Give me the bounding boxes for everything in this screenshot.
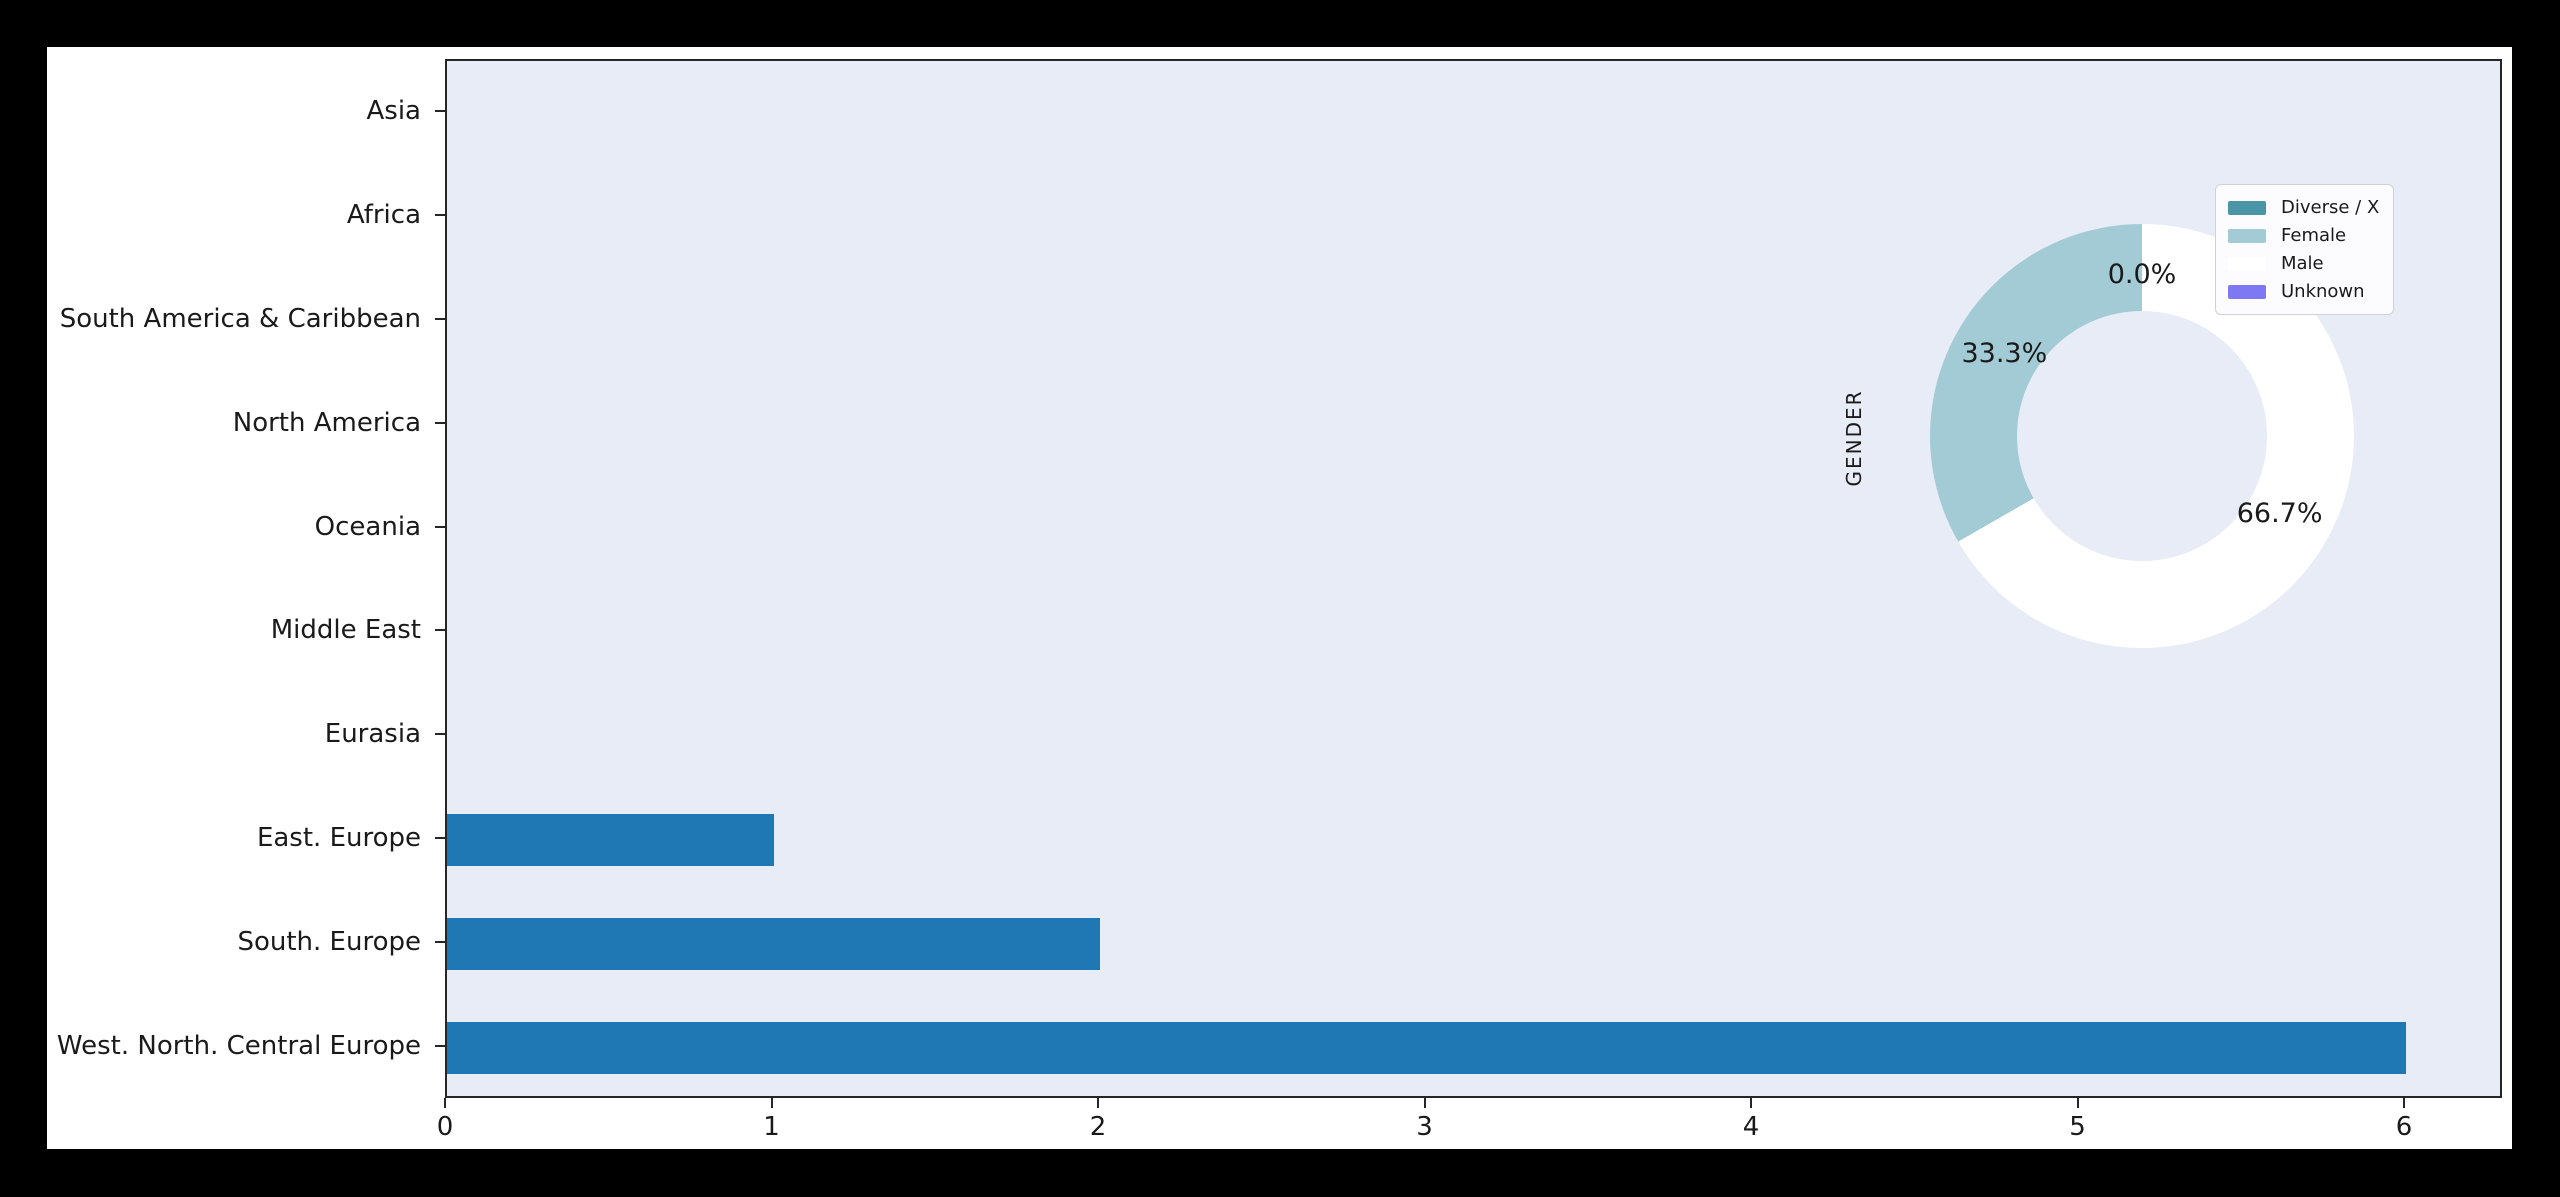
y-tick-label: Oceania — [314, 511, 421, 542]
y-tick-mark — [435, 109, 445, 112]
legend-swatch-male — [2228, 256, 2266, 271]
x-tick-mark — [2403, 1098, 2406, 1108]
legend-row: Female — [2228, 222, 2379, 249]
x-tick-label: 2 — [1089, 1112, 1107, 1142]
x-tick-mark — [444, 1098, 446, 1108]
y-tick-label: South America & Caribbean — [59, 303, 421, 334]
pie-pct-label: 66.7% — [2236, 497, 2323, 529]
x-tick-label: 0 — [436, 1112, 454, 1142]
legend-label: Female — [2281, 225, 2347, 246]
legend-row: Male — [2228, 250, 2379, 277]
donut-hole — [2017, 311, 2267, 561]
pie-legend: Diverse / X Female Male Unknown — [2215, 184, 2395, 315]
pie-pct-label: 0.0% — [2107, 259, 2177, 290]
plot-area: GENDER Diverse / X Female Male Unknown 0.0%… — [445, 59, 2502, 1098]
y-tick-label: South. Europe — [237, 927, 421, 958]
legend-label: Unknown — [2281, 281, 2365, 302]
y-tick-mark — [435, 213, 445, 216]
legend-label: Diverse / X — [2281, 197, 2380, 218]
y-tick-label: Africa — [346, 199, 421, 230]
x-tick-label: 1 — [763, 1112, 780, 1142]
y-tick-label: North America — [232, 407, 421, 438]
legend-label: Male — [2281, 253, 2324, 274]
legend-swatch-diverse-x — [2228, 200, 2266, 215]
x-tick-label: 4 — [1742, 1112, 1760, 1142]
y-tick-mark — [435, 1045, 445, 1048]
legend-row: Unknown — [2228, 278, 2379, 305]
pie-pct-label: 33.3% — [1961, 338, 2048, 370]
y-tick-label: Eurasia — [324, 719, 421, 750]
x-tick-mark — [2076, 1098, 2079, 1108]
y-tick-mark — [435, 317, 445, 320]
x-tick-label: 6 — [2395, 1112, 2413, 1142]
bar — [447, 814, 774, 867]
x-tick-mark — [770, 1098, 773, 1108]
y-tick-mark — [435, 525, 445, 528]
y-tick-label: West. North. Central Europe — [56, 1031, 421, 1062]
x-tick-mark — [1097, 1098, 1100, 1108]
x-tick-mark — [1750, 1098, 1753, 1108]
bar — [447, 1022, 2407, 1075]
y-tick-label: Asia — [366, 95, 422, 126]
figure: GENDER Diverse / X Female Male Unknown 0.0%… — [47, 47, 2512, 1149]
y-tick-label: Middle East — [270, 615, 421, 646]
y-tick-mark — [435, 837, 445, 840]
bar — [447, 918, 1101, 971]
y-tick-label: East. Europe — [256, 823, 421, 854]
x-tick-label: 5 — [2069, 1112, 2086, 1142]
y-tick-mark — [435, 733, 445, 736]
x-tick-label: 3 — [1416, 1112, 1433, 1142]
x-tick-mark — [1423, 1098, 1426, 1108]
legend-row: Diverse / X — [2228, 194, 2379, 221]
y-tick-mark — [435, 421, 445, 424]
y-tick-mark — [435, 629, 445, 632]
pie-axis-label: GENDER — [1842, 389, 1866, 487]
legend-swatch-unknown — [2228, 284, 2266, 299]
y-tick-mark — [435, 941, 445, 944]
legend-swatch-female — [2228, 228, 2266, 243]
